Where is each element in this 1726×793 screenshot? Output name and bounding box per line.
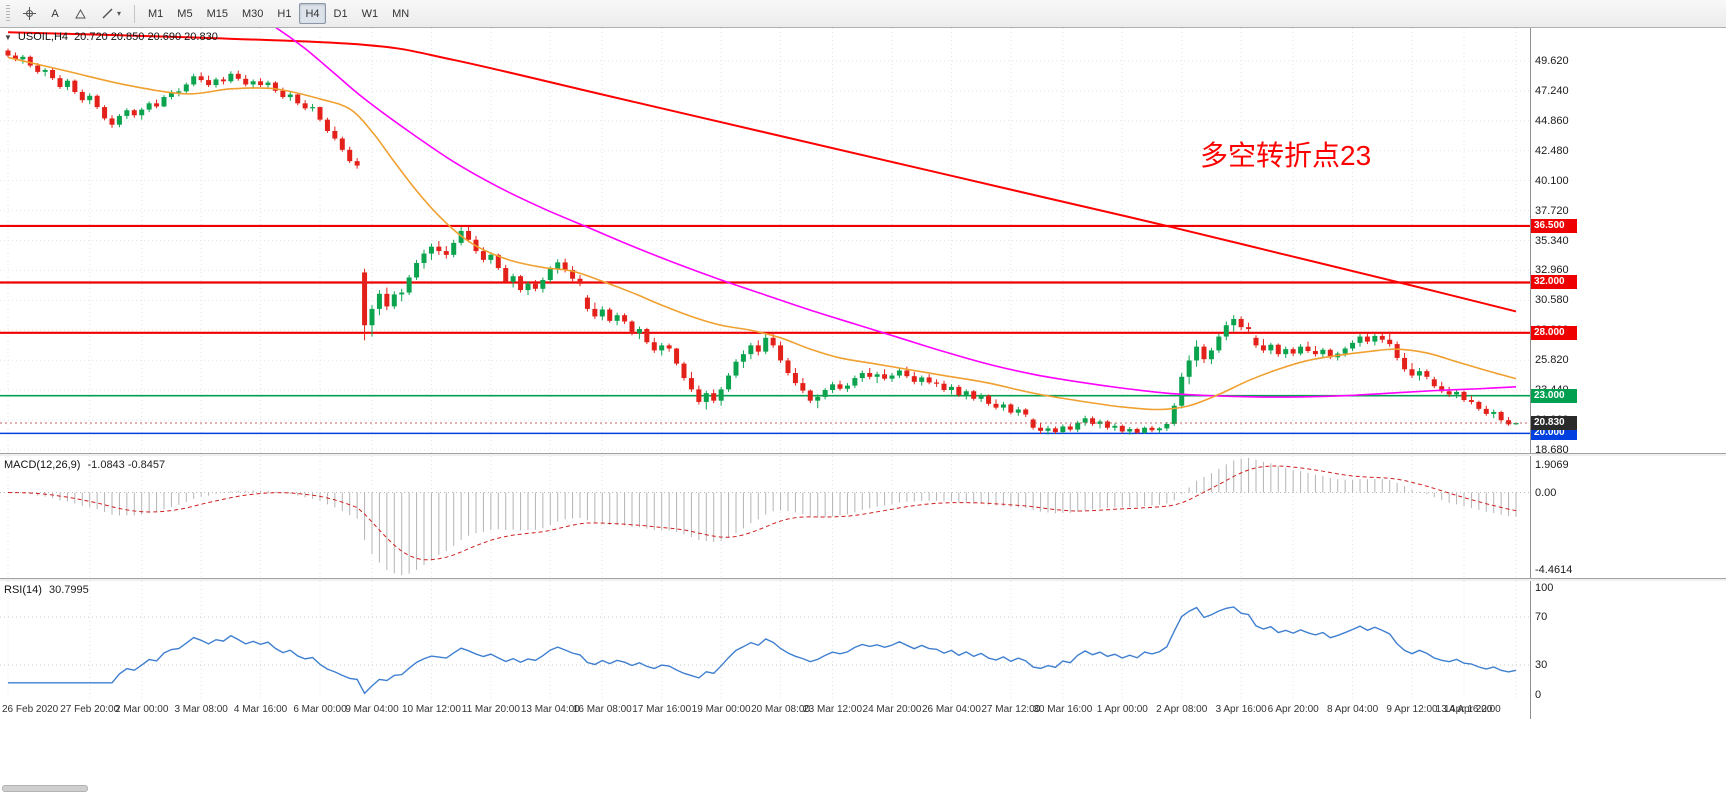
rsi-name: RSI(14): [4, 584, 42, 596]
bottom-bar: [0, 783, 1726, 793]
rsi-value: 30.7995: [48, 584, 89, 596]
time-axis-label: 16 Mar 08:00: [572, 704, 632, 715]
time-axis-label: 19 Mar 00:00: [691, 704, 751, 715]
macd-label: MACD(12,26,9) -1.0843 -0.8457: [4, 459, 165, 471]
crosshair-tool-button[interactable]: [17, 3, 42, 24]
macd-name: MACD(12,26,9): [4, 459, 81, 471]
price-axis-label: 47.240: [1535, 84, 1569, 97]
time-axis-label: 4 Mar 16:00: [233, 704, 288, 715]
axis-corner: [1530, 701, 1726, 719]
timeframe-button-m1[interactable]: M1: [148, 7, 164, 20]
rsi-panel[interactable]: RSI(14) 30.7995: [0, 581, 1530, 701]
macd-panel[interactable]: MACD(12,26,9) -1.0843 -0.8457: [0, 456, 1530, 578]
chart-window: ▼ USOIL,H4 20.720 20.850 20.690 20.830 多…: [0, 28, 1726, 783]
shapes-tool-button[interactable]: [68, 3, 93, 24]
time-axis-label: 2 Apr 08:00: [1156, 704, 1208, 715]
price-axis-label: 25.820: [1535, 354, 1569, 367]
time-axis-label: 26 Feb 2020: [2, 704, 59, 715]
time-axis[interactable]: 26 Feb 2020 27 Feb 20:00 2 Mar 00:00 3 Mar …: [0, 701, 1530, 719]
timeframe-button-m5[interactable]: M5: [177, 7, 193, 20]
time-axis-label: 26 Mar 04:00: [921, 704, 981, 715]
rsi-axis-label: 70: [1535, 611, 1548, 623]
text-tool-label: A: [51, 7, 59, 20]
timeframe-button-w1[interactable]: W1: [361, 7, 379, 20]
time-axis-label: 14 Apr 22:00: [1444, 704, 1501, 715]
price-axis-label: 37.720: [1535, 204, 1569, 217]
time-axis-label: 2 Mar 00:00: [115, 704, 169, 715]
time-axis-label: 3 Apr 16:00: [1215, 704, 1267, 715]
one-click-trading-icon[interactable]: ▼: [4, 32, 12, 42]
time-axis-label: 11 Mar 20:00: [461, 704, 520, 715]
hline-price-box: 36.500: [1531, 218, 1577, 233]
macd-chart[interactable]: [0, 456, 1530, 578]
triangle-shape-icon: [75, 8, 86, 19]
timeframe-button-d1[interactable]: D1: [333, 7, 348, 20]
time-axis-label: 9 Apr 12:00: [1386, 704, 1438, 715]
crosshair-icon: [23, 7, 36, 20]
price-axis-label: 35.340: [1535, 234, 1569, 247]
time-axis-label: 6 Apr 20:00: [1267, 704, 1319, 715]
macd-axis[interactable]: 1.9069 0.00 -4.4614: [1530, 456, 1726, 578]
time-axis-label: 13 Apr 16:00: [1435, 704, 1493, 715]
timeframe-button-m15[interactable]: M15: [206, 7, 228, 20]
price-axis-label: 44.860: [1535, 114, 1569, 127]
timeframe-button-m30[interactable]: M30: [241, 7, 264, 20]
timeframe-buttons: M1 M5 M15 M30 H1 H4 D1 W1 MN: [142, 3, 415, 24]
rsi-chart[interactable]: [0, 581, 1530, 701]
rsi-axis-label: 30: [1535, 659, 1548, 671]
time-axis-label: 9 Mar 04:00: [345, 704, 399, 715]
toolbar: A ▾ M1 M5 M15 M30 H1 H4 D1 W1 MN: [0, 0, 1726, 28]
hline-price-box: 28.000: [1531, 325, 1577, 340]
timeframe-button-mn[interactable]: MN: [392, 7, 410, 20]
timeframe-button-h4[interactable]: H4: [299, 3, 326, 24]
price-axis-label: 40.100: [1535, 174, 1569, 187]
trendline-icon: [102, 8, 113, 19]
time-axis-label: 10 Mar 12:00: [401, 704, 461, 715]
toolbar-separator: [134, 4, 136, 23]
macd-axis-max: 1.9069: [1535, 459, 1569, 471]
price-axis-label: 30.580: [1535, 294, 1569, 307]
panel-splitter-macd[interactable]: [0, 453, 1726, 456]
main-chart-panel[interactable]: ▼ USOIL,H4 20.720 20.850 20.690 20.830 多…: [0, 28, 1530, 453]
draw-tools-dropdown[interactable]: ▾: [95, 3, 127, 24]
toolbar-grip[interactable]: [6, 4, 10, 23]
time-axis-label: 3 Mar 08:00: [174, 704, 228, 715]
timeframe-button-h1[interactable]: H1: [277, 7, 292, 20]
horizontal-scrollbar-thumb[interactable]: [2, 785, 88, 792]
text-tool-button[interactable]: A: [44, 3, 66, 24]
chevron-down-icon: ▾: [117, 9, 122, 18]
rsi-label: RSI(14) 30.7995: [4, 584, 89, 596]
price-axis-label: 42.480: [1535, 144, 1569, 157]
price-axis-label: 32.960: [1535, 264, 1569, 277]
price-axis[interactable]: 49.620 47.240 44.860 42.480 40.100 37.720 35.3…: [1530, 28, 1726, 453]
time-axis-label: 24 Mar 20:00: [862, 704, 922, 715]
macd-axis-min: -4.4614: [1535, 564, 1573, 576]
time-axis-label: 27 Mar 12:00: [981, 704, 1041, 715]
empty-area: [0, 719, 1726, 783]
annotation-text: 多空转折点23: [1200, 140, 1372, 171]
price-axis-label: 49.620: [1535, 54, 1569, 67]
time-axis-label: 30 Mar 16:00: [1033, 704, 1093, 715]
macd-axis-zero: 0.00: [1535, 486, 1557, 499]
rsi-axis-label: 0: [1535, 689, 1542, 701]
hline-price-box: 23.000: [1531, 388, 1577, 403]
current-price-box: 20.830: [1531, 415, 1577, 430]
time-axis-label: 23 Mar 12:00: [803, 704, 863, 715]
hline-price-box: 32.000: [1531, 275, 1577, 290]
panel-splitter-rsi[interactable]: [0, 578, 1726, 581]
time-axis-label: 20 Mar 08:00: [751, 704, 811, 715]
time-axis-label: 17 Mar 16:00: [632, 704, 692, 715]
time-axis-label: 1 Apr 00:00: [1096, 704, 1148, 715]
candlestick-chart[interactable]: [0, 28, 1530, 453]
time-axis-label: 13 Mar 04:00: [520, 704, 580, 715]
price-axis-label: 18.680: [1535, 443, 1569, 453]
rsi-axis[interactable]: 100 70 30 0: [1530, 581, 1726, 701]
macd-values: -1.0843 -0.8457: [87, 459, 166, 471]
rsi-axis-label: 100: [1535, 582, 1554, 594]
time-axis-label: 27 Feb 20:00: [60, 704, 120, 715]
time-axis-label: 8 Apr 04:00: [1326, 704, 1379, 715]
time-axis-label: 6 Mar 00:00: [293, 704, 347, 715]
